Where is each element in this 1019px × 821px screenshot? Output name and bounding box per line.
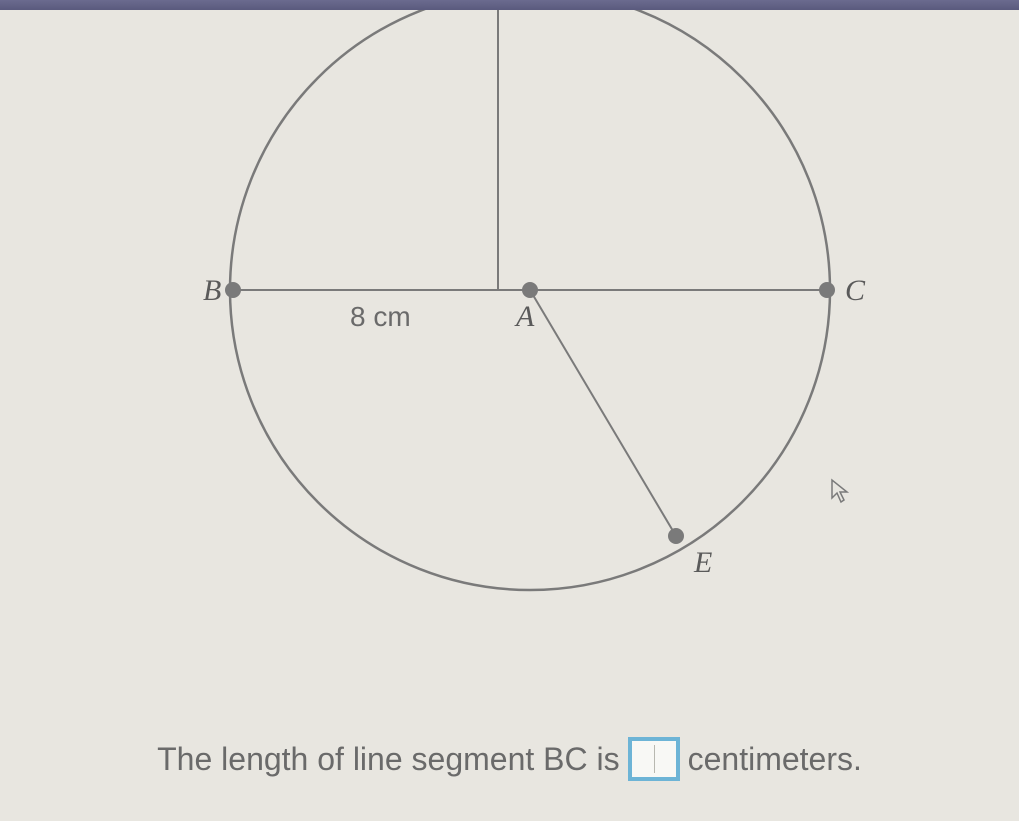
top-bar — [0, 0, 1019, 10]
measurement-label: 8 cm — [350, 301, 411, 332]
cursor-icon — [830, 478, 852, 511]
question-text-after: centimeters. — [688, 741, 862, 778]
label-b: B — [203, 274, 221, 307]
answer-input-box[interactable] — [628, 737, 680, 781]
point-a — [522, 282, 538, 298]
circle-diagram: A B C E 8 cm — [0, 10, 1019, 630]
label-e: E — [693, 546, 712, 579]
question-row: The length of line segment BC is centime… — [0, 737, 1019, 781]
label-a: A — [514, 300, 535, 333]
question-text-before: The length of line segment BC is — [157, 741, 619, 778]
point-e — [668, 528, 684, 544]
point-b — [225, 282, 241, 298]
point-c — [819, 282, 835, 298]
label-c: C — [845, 274, 866, 307]
geometry-svg: A B C E 8 cm — [0, 10, 1019, 630]
line-ae-radius — [530, 290, 676, 536]
